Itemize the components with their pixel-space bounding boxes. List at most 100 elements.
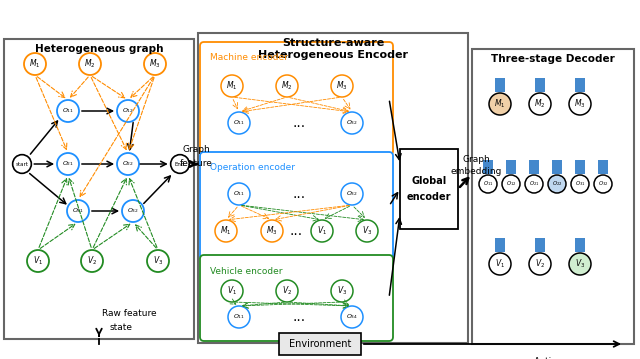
Circle shape — [479, 175, 497, 193]
FancyBboxPatch shape — [535, 78, 545, 92]
Text: ...: ... — [292, 187, 305, 201]
Circle shape — [228, 183, 250, 205]
Text: $O_{32}$: $O_{32}$ — [346, 190, 358, 199]
Text: $O_{34}$: $O_{34}$ — [346, 313, 358, 321]
Circle shape — [548, 175, 566, 193]
Text: $O_{21}$: $O_{21}$ — [529, 180, 540, 188]
Circle shape — [529, 253, 551, 275]
Text: $V_1$: $V_1$ — [33, 255, 43, 267]
Text: $O_{21}$: $O_{21}$ — [62, 159, 74, 168]
Text: $O_{31}$: $O_{31}$ — [72, 206, 84, 215]
FancyBboxPatch shape — [198, 33, 468, 343]
FancyBboxPatch shape — [495, 238, 505, 252]
Text: $O_{11}$: $O_{11}$ — [233, 190, 245, 199]
Circle shape — [24, 53, 46, 75]
FancyBboxPatch shape — [4, 39, 194, 339]
FancyBboxPatch shape — [598, 160, 608, 174]
FancyBboxPatch shape — [506, 160, 516, 174]
Circle shape — [13, 155, 31, 173]
Circle shape — [144, 53, 166, 75]
Circle shape — [331, 75, 353, 97]
Circle shape — [122, 200, 144, 222]
Text: $M_2$: $M_2$ — [84, 58, 96, 70]
Circle shape — [261, 220, 283, 242]
Text: encoder: encoder — [407, 192, 451, 202]
FancyBboxPatch shape — [495, 78, 505, 92]
Text: Heterogeneous graph: Heterogeneous graph — [35, 44, 163, 54]
Circle shape — [356, 220, 378, 242]
Text: $V_1$: $V_1$ — [317, 225, 327, 237]
FancyBboxPatch shape — [575, 238, 585, 252]
Text: Raw feature: Raw feature — [102, 309, 156, 318]
FancyBboxPatch shape — [200, 152, 393, 260]
Text: $V_1$: $V_1$ — [227, 285, 237, 297]
Circle shape — [79, 53, 101, 75]
Text: Environment: Environment — [289, 339, 351, 349]
Text: ...: ... — [292, 310, 305, 324]
FancyBboxPatch shape — [400, 149, 458, 229]
Text: $O_{12}$: $O_{12}$ — [506, 180, 516, 188]
FancyBboxPatch shape — [575, 160, 585, 174]
Text: $M_3$: $M_3$ — [336, 80, 348, 92]
Text: $M_1$: $M_1$ — [494, 98, 506, 110]
Circle shape — [341, 306, 363, 328]
Text: ...: ... — [292, 116, 305, 130]
Text: Machine encoder: Machine encoder — [210, 53, 288, 62]
Text: $O_{11}$: $O_{11}$ — [233, 118, 245, 127]
Text: Operation encoder: Operation encoder — [210, 163, 295, 173]
Text: Structure-aware: Structure-aware — [282, 38, 384, 48]
Text: $O_{22}$: $O_{22}$ — [552, 180, 563, 188]
Text: embedding: embedding — [451, 167, 502, 176]
Circle shape — [228, 306, 250, 328]
Text: $V_2$: $V_2$ — [535, 258, 545, 270]
Circle shape — [117, 100, 139, 122]
Text: $M_2$: $M_2$ — [534, 98, 546, 110]
Circle shape — [341, 183, 363, 205]
Text: $O_{32}$: $O_{32}$ — [127, 206, 139, 215]
Text: Heterogeneous Encoder: Heterogeneous Encoder — [258, 50, 408, 60]
Text: $O_{11}$: $O_{11}$ — [62, 107, 74, 116]
Circle shape — [311, 220, 333, 242]
Text: $V_2$: $V_2$ — [87, 255, 97, 267]
Circle shape — [571, 175, 589, 193]
Circle shape — [81, 250, 103, 272]
FancyBboxPatch shape — [483, 160, 493, 174]
Text: $O_{31}$: $O_{31}$ — [575, 180, 585, 188]
Text: $V_3$: $V_3$ — [337, 285, 347, 297]
Text: state: state — [109, 323, 132, 332]
Circle shape — [525, 175, 543, 193]
Circle shape — [228, 112, 250, 134]
Circle shape — [529, 93, 551, 115]
FancyBboxPatch shape — [575, 78, 585, 92]
Text: Action =: Action = — [534, 358, 572, 359]
Circle shape — [331, 280, 353, 302]
Text: $M_3$: $M_3$ — [266, 225, 278, 237]
Circle shape — [57, 100, 79, 122]
Text: $M_1$: $M_1$ — [29, 58, 41, 70]
Text: Graph: Graph — [462, 154, 490, 163]
FancyBboxPatch shape — [472, 49, 634, 344]
Text: End: End — [175, 162, 185, 167]
Text: $O_{11}$: $O_{11}$ — [483, 180, 493, 188]
Circle shape — [341, 112, 363, 134]
Text: $M_3$: $M_3$ — [149, 58, 161, 70]
Circle shape — [27, 250, 49, 272]
Text: $M_1$: $M_1$ — [227, 80, 237, 92]
Circle shape — [276, 280, 298, 302]
Text: $O_{11}$: $O_{11}$ — [233, 313, 245, 321]
Circle shape — [276, 75, 298, 97]
Circle shape — [221, 75, 243, 97]
Text: Vehicle encoder: Vehicle encoder — [210, 266, 282, 275]
Text: start: start — [15, 162, 28, 167]
Circle shape — [221, 280, 243, 302]
FancyBboxPatch shape — [552, 160, 562, 174]
Text: $M_3$: $M_3$ — [574, 98, 586, 110]
FancyBboxPatch shape — [200, 255, 393, 341]
Text: $V_3$: $V_3$ — [153, 255, 163, 267]
FancyBboxPatch shape — [529, 160, 539, 174]
Text: Graph: Graph — [182, 145, 210, 154]
Circle shape — [489, 253, 511, 275]
Circle shape — [569, 93, 591, 115]
Circle shape — [594, 175, 612, 193]
Text: $V_3$: $V_3$ — [575, 258, 585, 270]
